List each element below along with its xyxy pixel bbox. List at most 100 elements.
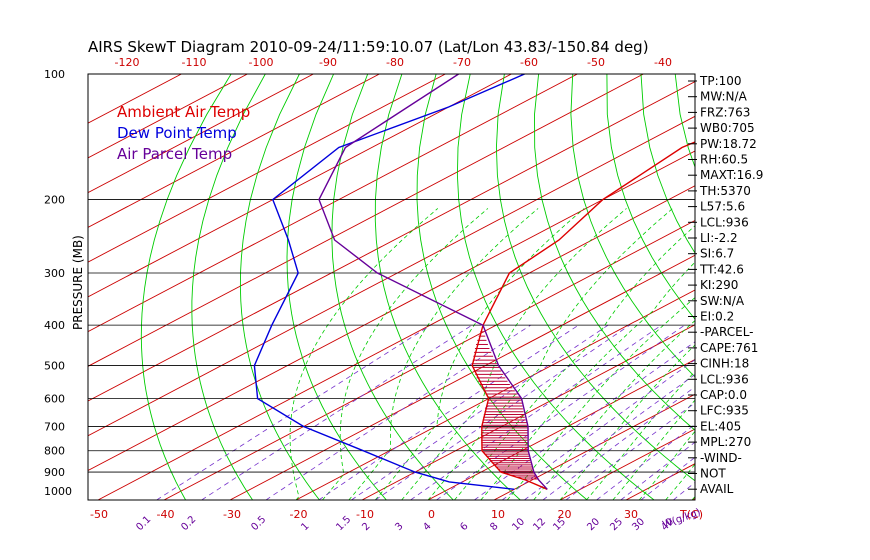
bottom-temp-tick-label: 10 — [491, 508, 505, 521]
mixing-ratio-line — [620, 441, 695, 500]
index-label: CAPE:761 — [700, 341, 758, 355]
mixing-ratio-tick-label: 1.5 — [334, 514, 353, 533]
index-label: FRZ:763 — [700, 105, 750, 119]
dry-adiabat-line — [812, 74, 870, 500]
top-temp-tick-label: -100 — [249, 56, 274, 69]
isotherm-line — [88, 74, 380, 228]
isotherm-line — [361, 324, 695, 500]
bottom-temp-tick-label: -50 — [90, 508, 108, 521]
dry-adiabat-line — [239, 74, 320, 500]
pressure-tick-label: 600 — [44, 393, 65, 406]
isotherm-line — [88, 74, 446, 263]
mixing-ratio-tick-label: 1 — [299, 521, 311, 533]
mixing-ratio-tick-label: 25 — [608, 516, 625, 533]
mixing-ratio-tick-label: 0.1 — [134, 514, 153, 533]
dry-adiabat-line — [570, 74, 695, 378]
mixing-ratio-tick-label: 4 — [421, 521, 433, 533]
moist-adiabat-line — [401, 208, 627, 500]
dry-adiabat-line — [286, 74, 387, 500]
mixing-ratio-tick-label: 2 — [360, 521, 372, 533]
moist-adiabat-line — [348, 208, 539, 500]
dry-adiabat-line — [140, 74, 232, 500]
isotherm-line — [758, 74, 870, 500]
moist-adiabat-line — [559, 344, 695, 500]
bottom-temp-tick-label: 30 — [624, 508, 638, 521]
mixing-ratio-line — [201, 324, 473, 500]
index-label: KI:290 — [700, 278, 738, 292]
index-label: MW:N/A — [700, 90, 748, 104]
dry-adiabat-line — [778, 74, 870, 500]
mixing-ratio-line — [156, 324, 432, 500]
index-label: SW:N/A — [700, 294, 745, 308]
isotherm-line — [88, 74, 314, 194]
top-temp-tick-label: -40 — [654, 56, 672, 69]
moist-adiabat-line — [506, 297, 695, 500]
moist-adiabat-line — [427, 208, 673, 500]
top-temp-tick-label: -70 — [453, 56, 471, 69]
index-label: LCL:936 — [700, 372, 749, 386]
series-line — [318, 74, 548, 490]
mixing-ratio-line — [565, 402, 695, 500]
top-temp-tick-label: -120 — [115, 56, 140, 69]
legend-entry: Ambient Air Temp — [117, 103, 250, 121]
bottom-temp-tick-label: -20 — [290, 508, 308, 521]
index-label: LFC:935 — [700, 404, 749, 418]
pressure-tick-label: 1000 — [44, 485, 72, 498]
plot-frame — [87, 73, 696, 501]
pressure-tick-label: 100 — [44, 68, 65, 81]
index-label: MAXT:16.9 — [700, 168, 763, 182]
mixing-ratio-line — [474, 341, 695, 500]
index-label: CINH:18 — [700, 357, 749, 371]
index-label: TT:42.6 — [699, 262, 744, 276]
index-label: TP:100 — [699, 74, 742, 88]
bottom-temp-tick-label: -30 — [223, 508, 241, 521]
isotherm-line — [88, 81, 695, 402]
pressure-tick-label: 500 — [44, 360, 65, 373]
bottom-temp-tick-label: 0 — [428, 508, 435, 521]
cape-hatch-area — [472, 326, 539, 480]
bottom-temp-tick-label: -10 — [356, 508, 374, 521]
mixing-ratio-line — [351, 324, 609, 500]
mixing-ratio-tick-label: 10 — [510, 516, 527, 533]
moist-adiabat-line — [480, 261, 695, 500]
legend: Ambient Air Temp Dew Point Temp Air Parcel… — [117, 103, 250, 163]
mixing-ratio-tick-label: 3 — [393, 521, 405, 533]
mixing-ratio-line — [542, 386, 695, 500]
mixing-ratio-tick-label: 12 — [531, 516, 548, 533]
mixing-ratio-line — [436, 324, 685, 500]
isotherm-line — [88, 115, 695, 437]
profile-lines — [253, 74, 695, 490]
index-label: TH:5370 — [699, 184, 751, 198]
isotherm-line — [824, 74, 870, 500]
isotherm-line — [229, 254, 695, 500]
top-temp-tick-label: -80 — [386, 56, 404, 69]
top-temp-tick-label: -110 — [182, 56, 207, 69]
y-axis-label: PRESSURE (MB) — [71, 235, 85, 330]
dry-adiabat-line — [331, 74, 454, 500]
index-label: EL:405 — [700, 419, 741, 433]
mixing-ratio-line — [596, 423, 695, 500]
dry-adiabat-line — [495, 74, 695, 482]
mixing-ratio-tick-label: 0.2 — [179, 514, 198, 533]
index-label: -WIND- — [700, 451, 742, 465]
isotherm-line — [493, 393, 695, 500]
bottom-temp-unit: T(C) — [679, 508, 703, 521]
moist-adiabat-line — [665, 463, 695, 500]
isotherm-line — [88, 150, 695, 472]
series-line — [471, 141, 695, 490]
pressure-tick-label: 200 — [44, 194, 65, 207]
isotherm-line — [88, 74, 578, 333]
mixing-ratio-line — [640, 456, 695, 500]
pressure-tick-label: 300 — [44, 267, 65, 280]
moist-adiabat-line — [322, 208, 489, 500]
mixing-ratio-line — [524, 373, 695, 500]
legend-entry: Air Parcel Temp — [117, 145, 232, 163]
isotherm-line — [88, 74, 248, 159]
dry-adiabat-line — [534, 74, 695, 431]
index-label: CAP:0.0 — [700, 388, 747, 402]
bottom-temp-tick-label: 20 — [558, 508, 572, 521]
pressure-tick-label: 400 — [44, 319, 65, 332]
index-label: AVAIL — [700, 482, 734, 496]
